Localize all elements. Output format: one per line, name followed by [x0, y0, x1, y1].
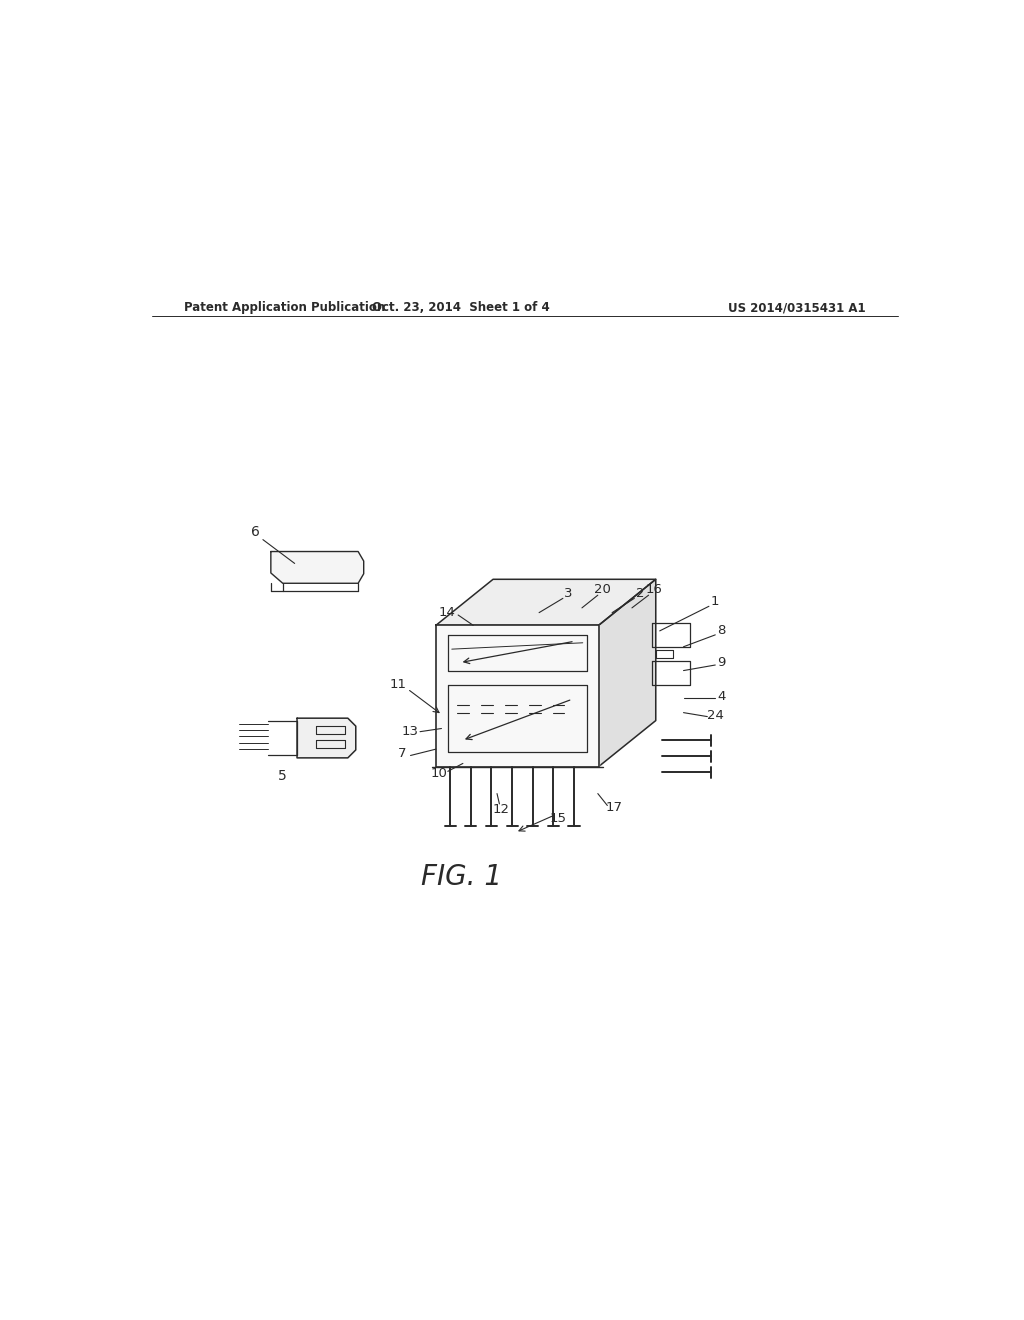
- Text: US 2014/0315431 A1: US 2014/0315431 A1: [728, 301, 866, 314]
- Text: 5: 5: [279, 770, 287, 783]
- Polygon shape: [599, 579, 655, 767]
- Polygon shape: [297, 718, 355, 758]
- Polygon shape: [436, 579, 655, 626]
- Text: FIG. 1: FIG. 1: [421, 863, 502, 891]
- Text: 20: 20: [594, 583, 611, 597]
- Text: 9: 9: [718, 656, 726, 669]
- Polygon shape: [270, 552, 364, 583]
- Text: 11: 11: [389, 677, 407, 690]
- Text: Patent Application Publication: Patent Application Publication: [183, 301, 385, 314]
- Text: 12: 12: [493, 803, 510, 816]
- Text: 7: 7: [397, 747, 407, 760]
- Text: Oct. 23, 2014  Sheet 1 of 4: Oct. 23, 2014 Sheet 1 of 4: [373, 301, 550, 314]
- Text: 4: 4: [718, 690, 726, 704]
- Polygon shape: [436, 626, 599, 767]
- Text: 24: 24: [707, 709, 724, 722]
- Text: 3: 3: [564, 587, 572, 601]
- Text: 16: 16: [646, 583, 663, 597]
- Text: 2: 2: [636, 587, 644, 601]
- Text: 1: 1: [711, 595, 720, 609]
- Text: 8: 8: [718, 624, 726, 638]
- Text: 10: 10: [431, 767, 447, 780]
- Text: 6: 6: [251, 524, 259, 539]
- Text: 17: 17: [605, 801, 623, 814]
- Text: 15: 15: [550, 813, 566, 825]
- Text: 13: 13: [401, 725, 418, 738]
- Text: 14: 14: [438, 606, 456, 619]
